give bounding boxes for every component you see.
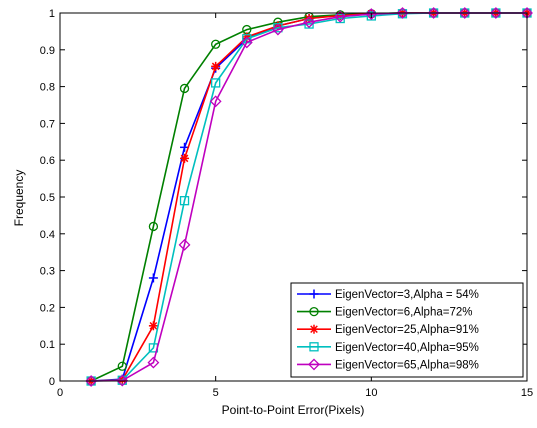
legend-label-3: EigenVector=25,Alpha=91% xyxy=(335,324,479,336)
data-point-s1-3 xyxy=(148,273,158,283)
y-tick-label-5: 0.5 xyxy=(40,192,55,204)
y-tick-label-9: 0.9 xyxy=(40,45,55,57)
data-point-s2-4 xyxy=(179,83,190,94)
x-tick-label-2: 10 xyxy=(365,387,377,399)
y-tick-label-10: 1 xyxy=(49,8,55,20)
y-tick-label-7: 0.7 xyxy=(40,118,55,130)
legend-marker-5 xyxy=(308,358,320,371)
data-point-s3-4 xyxy=(180,153,190,163)
data-point-s4-5 xyxy=(211,78,221,88)
y-tick-label-8: 0.8 xyxy=(40,82,55,94)
data-point-s5-6 xyxy=(240,36,253,49)
data-point-s5-1 xyxy=(85,375,98,387)
y-tick-label-0: 0 xyxy=(49,376,55,388)
data-point-s5-9 xyxy=(334,10,347,23)
data-point-s3-3 xyxy=(148,321,158,331)
x-axis-label: Point-to-Point Error(Pixels) xyxy=(222,403,365,417)
legend-label-2: EigenVector=6,Alpha=72% xyxy=(335,307,472,319)
data-point-s5-8 xyxy=(303,16,315,29)
data-point-s5-10 xyxy=(365,8,378,21)
x-tick-label-3: 15 xyxy=(521,387,533,399)
legend-marker-3 xyxy=(309,324,319,334)
y-tick-label-2: 0.2 xyxy=(40,302,55,314)
legend-item-4: EigenVector=40,Alpha=95% xyxy=(297,342,479,354)
data-point-s5-4 xyxy=(178,238,191,251)
data-point-s5-3 xyxy=(147,356,160,369)
data-point-s5-12 xyxy=(427,7,440,19)
legend-item-3: EigenVector=25,Alpha=91% xyxy=(297,324,479,336)
data-point-s4-4 xyxy=(179,196,190,206)
y-tick-label-3: 0.3 xyxy=(40,266,55,278)
data-point-s3-5 xyxy=(211,61,221,71)
axes: 00.10.20.30.40.50.60.70.80.910 5 10 15 xyxy=(40,8,533,399)
legend-item-1: EigenVector=3,Alpha = 54% xyxy=(297,289,479,301)
data-point-s5-7 xyxy=(272,23,284,36)
legend-label-4: EigenVector=40,Alpha=95% xyxy=(335,342,479,354)
legend-label-1: EigenVector=3,Alpha = 54% xyxy=(335,289,479,301)
data-point-s5-2 xyxy=(116,374,129,387)
y-axis-label: Frequency xyxy=(12,170,26,227)
legend-item-5: EigenVector=65,Alpha=98% xyxy=(297,358,479,371)
legend: EigenVector=3,Alpha = 54% EigenVector=6,A… xyxy=(290,282,524,378)
legend-marker-4 xyxy=(309,342,319,352)
data-point-s2-5 xyxy=(211,39,221,49)
data-point-s5-11 xyxy=(396,7,409,19)
y-tick-label-6: 0.6 xyxy=(40,155,55,167)
legend-marker-1 xyxy=(309,289,319,299)
y-tick-label-1: 0.1 xyxy=(40,339,55,351)
x-tick-label-0: 0 xyxy=(57,387,63,399)
y-tick-label-4: 0.4 xyxy=(40,229,55,241)
x-tick-label-1: 5 xyxy=(213,387,219,399)
legend-item-2: EigenVector=6,Alpha=72% xyxy=(297,307,472,319)
data-point-s2-2 xyxy=(117,361,127,371)
data-point-s5-14 xyxy=(489,7,502,19)
data-point-s5-13 xyxy=(458,7,471,19)
legend-marker-2 xyxy=(309,306,319,317)
data-point-s5-5 xyxy=(209,95,222,108)
data-point-s2-3 xyxy=(148,221,159,232)
legend-label-5: EigenVector=65,Alpha=98% xyxy=(335,359,479,371)
